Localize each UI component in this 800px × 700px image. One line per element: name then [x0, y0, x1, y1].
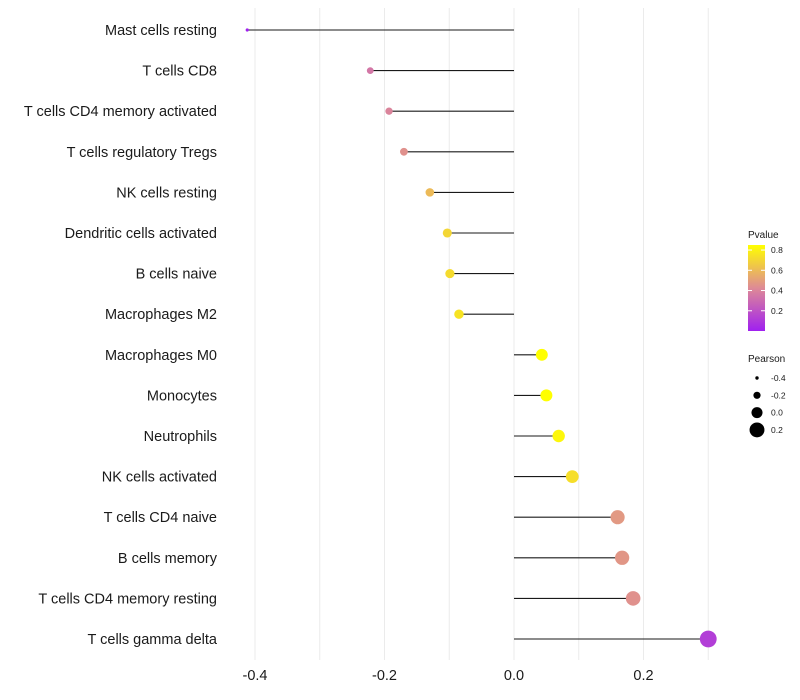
- x-tick-label: 0.0: [504, 668, 524, 684]
- category-label: Macrophages M0: [105, 348, 217, 364]
- category-label: T cells CD4 naive: [104, 510, 217, 526]
- lollipop-point: [540, 389, 553, 402]
- category-label: T cells CD4 memory resting: [38, 591, 217, 607]
- pearson-legend: Pearson -0.4 -0.2 0.0 0.2: [748, 354, 786, 438]
- category-labels: Mast cells resting T cells CD8 T cells CD4…: [24, 23, 218, 648]
- colorbar-tick-label: 0.8: [771, 245, 783, 255]
- lollipop-point: [535, 348, 548, 361]
- pvalue-legend: Pvalue 0.2 0.4 0.6 0.8: [748, 230, 783, 331]
- lollipop-point: [552, 429, 565, 443]
- category-label: T cells CD4 memory activated: [24, 104, 217, 120]
- lollipop-point: [614, 550, 630, 565]
- category-label: NK cells activated: [102, 470, 217, 486]
- lollipop-point: [366, 67, 374, 75]
- size-legend-label: -0.2: [771, 390, 786, 400]
- lollipop-point: [442, 228, 452, 238]
- pvalue-colorbar-ticks: 0.2 0.4 0.6 0.8: [748, 245, 783, 316]
- category-label: Mast cells resting: [105, 23, 217, 39]
- lollipop-point: [425, 188, 435, 197]
- category-label: Macrophages M2: [105, 307, 217, 323]
- size-legend-label: 0.0: [771, 408, 783, 418]
- category-label: Dendritic cells activated: [65, 226, 217, 242]
- lollipop-point: [625, 591, 641, 606]
- pvalue-colorbar: [748, 245, 765, 331]
- lollipop-point: [454, 309, 464, 319]
- colorbar-tick-label: 0.4: [771, 286, 783, 296]
- lollipop-point: [245, 28, 249, 32]
- colorbar-tick-label: 0.2: [771, 306, 783, 316]
- grid-layer: [254, 8, 709, 660]
- pvalue-legend-title: Pvalue: [748, 230, 779, 241]
- lollipop-points: [245, 28, 717, 648]
- size-legend-dot: [753, 391, 761, 399]
- size-legend-label: 0.2: [771, 425, 783, 435]
- size-legend-label: -0.4: [771, 373, 786, 383]
- lollipop-point: [445, 269, 455, 279]
- category-label: T cells gamma delta: [88, 632, 218, 648]
- lollipop-stems: [247, 29, 709, 640]
- x-axis-ticks: -0.4 -0.2 0.0 0.2: [243, 668, 654, 684]
- category-label: NK cells resting: [116, 185, 217, 201]
- category-label: B cells memory: [118, 551, 218, 567]
- lollipop-point: [565, 470, 579, 483]
- x-tick-label: -0.4: [243, 668, 268, 684]
- colorbar-tick-label: 0.6: [771, 265, 783, 275]
- size-legend-dot: [749, 422, 765, 438]
- lollipop-point: [400, 147, 408, 156]
- size-legend-dot: [751, 407, 763, 419]
- pearson-legend-title: Pearson: [748, 354, 785, 365]
- category-label: Monocytes: [147, 388, 217, 404]
- category-label: B cells naive: [136, 267, 217, 283]
- category-label: T cells CD8: [142, 64, 217, 80]
- lollipop-point: [385, 107, 393, 115]
- lollipop-point: [610, 510, 625, 525]
- size-legend-dot: [755, 376, 759, 380]
- pearson-legend-items: -0.4 -0.2 0.0 0.2: [749, 373, 786, 438]
- category-label: T cells regulatory Tregs: [67, 145, 217, 161]
- x-tick-label: -0.2: [372, 668, 397, 684]
- lollipop-point: [699, 630, 717, 648]
- category-label: Neutrophils: [144, 429, 217, 445]
- x-tick-label: 0.2: [633, 668, 653, 684]
